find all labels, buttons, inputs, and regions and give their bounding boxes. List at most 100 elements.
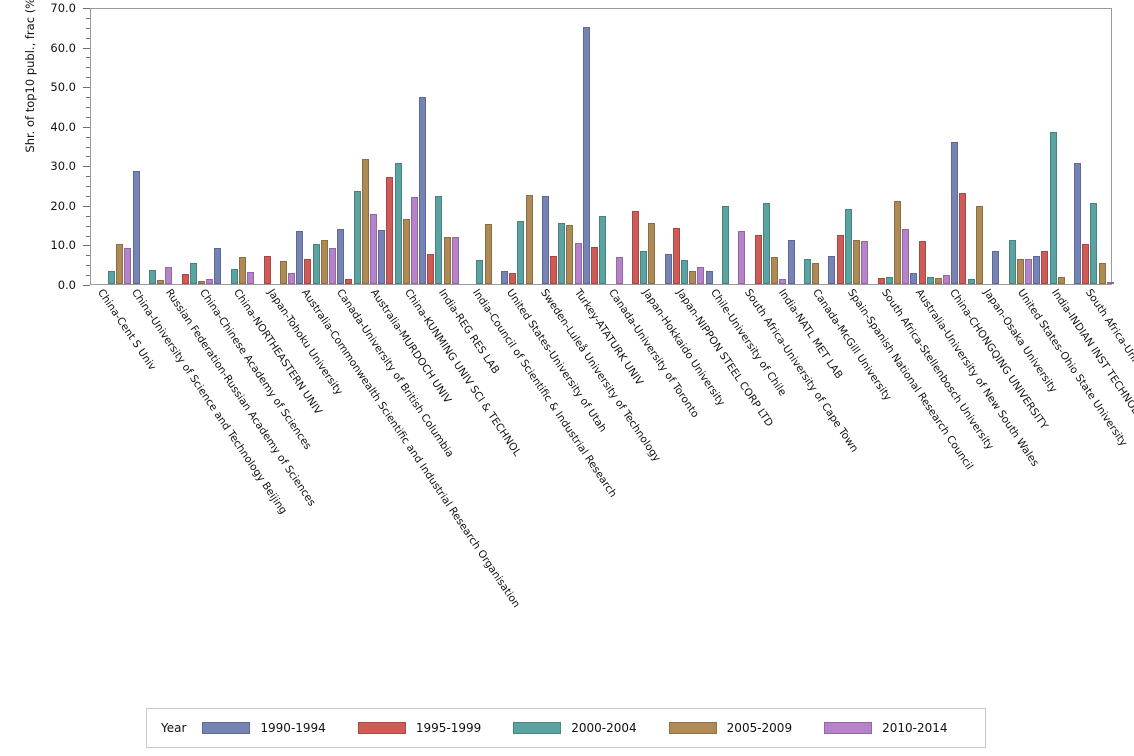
bar — [803, 259, 811, 284]
bar — [1016, 259, 1024, 284]
chart-legend: Year 1990-1994 1995-1999 2000-2004 2005-200… — [146, 708, 986, 748]
bar — [329, 248, 337, 284]
bar — [615, 257, 623, 284]
bar — [312, 244, 320, 284]
y-tick-mark — [86, 275, 90, 277]
bar — [959, 193, 967, 284]
legend-item[interactable]: 1995-1999 — [357, 721, 481, 735]
bar-group — [705, 9, 746, 284]
y-tick-mark — [86, 37, 90, 39]
bar-group — [173, 9, 214, 284]
legend-swatch — [202, 722, 251, 734]
bar — [419, 97, 427, 284]
bar-group — [296, 9, 337, 284]
bar — [476, 260, 484, 284]
bar-group — [132, 9, 173, 284]
bar — [771, 257, 779, 284]
y-tick-mark — [83, 245, 90, 247]
bar — [165, 267, 173, 284]
bar — [877, 277, 885, 284]
bar-group — [1033, 9, 1074, 284]
bar-group — [992, 9, 1033, 284]
legend-label: 1990-1994 — [260, 721, 326, 735]
bar — [566, 224, 574, 284]
y-tick-label: 40.0 — [50, 119, 76, 134]
bar — [1082, 243, 1090, 284]
y-tick-mark — [86, 195, 90, 197]
y-tick-mark — [86, 176, 90, 178]
bar — [214, 248, 222, 284]
bar — [672, 227, 680, 284]
legend-swatch — [513, 722, 562, 734]
bar — [500, 270, 508, 284]
y-tick-mark — [86, 186, 90, 188]
bar — [402, 218, 410, 284]
bar — [198, 280, 206, 284]
y-tick-mark — [86, 235, 90, 237]
legend-swatch — [824, 722, 873, 734]
bar — [943, 275, 951, 284]
bar — [1074, 163, 1082, 284]
y-tick-mark — [83, 205, 90, 207]
bar-group — [910, 9, 951, 284]
bar — [705, 270, 713, 284]
x-axis-labels: China-Cent S Univ China-University of Sci… — [90, 287, 1134, 707]
bar-groups — [91, 9, 1114, 284]
bar — [206, 279, 214, 284]
bar — [484, 223, 492, 284]
y-axis: 0.0 10.0 20.0 30.0 40.0 50.0 60.0 70.0 — [0, 0, 90, 293]
bar — [107, 270, 115, 284]
legend-item[interactable]: 2000-2004 — [513, 721, 637, 735]
legend-item[interactable]: 2005-2009 — [668, 721, 793, 735]
y-tick-mark — [86, 27, 90, 29]
bar — [386, 177, 394, 284]
bar — [1049, 131, 1057, 284]
bar-group — [541, 9, 582, 284]
legend-label: 2010-2014 — [882, 721, 948, 735]
bar — [361, 159, 369, 284]
legend-label: 2005-2009 — [726, 721, 793, 735]
bar — [353, 191, 361, 284]
legend-item[interactable]: 1990-1994 — [202, 721, 326, 735]
bar-group — [951, 9, 992, 284]
y-tick-label: 60.0 — [50, 40, 76, 55]
y-tick-label: 30.0 — [50, 159, 76, 174]
y-tick-mark — [86, 97, 90, 99]
legend-items: 1990-1994 1995-1999 2000-2004 2005-2009 2010… — [202, 721, 979, 735]
bar — [689, 271, 697, 284]
y-tick-mark — [83, 166, 90, 168]
x-tick-label: China-Cent S Univ — [95, 287, 159, 373]
bar-group — [500, 9, 541, 284]
bar — [681, 260, 689, 284]
bar — [124, 248, 132, 284]
bar — [157, 280, 165, 284]
bar — [1090, 202, 1098, 284]
bar-group — [1114, 9, 1134, 284]
bar — [967, 279, 975, 284]
bar-group — [419, 9, 460, 284]
bar — [427, 254, 435, 284]
y-tick-mark — [86, 17, 90, 19]
bar — [304, 259, 312, 284]
legend-title: Year — [161, 721, 187, 735]
y-tick-mark — [86, 136, 90, 138]
y-tick-mark — [83, 8, 90, 9]
bar — [574, 242, 582, 284]
bar — [345, 279, 353, 284]
x-tick-label: Spain-Spanish National Research Council — [844, 287, 975, 473]
bar — [1057, 276, 1065, 284]
y-tick-mark — [83, 126, 90, 128]
bar-group — [255, 9, 296, 284]
bar — [1098, 263, 1106, 284]
bar — [148, 270, 156, 284]
bar — [451, 236, 459, 284]
bar — [828, 256, 836, 284]
bar — [836, 234, 844, 284]
bar — [631, 210, 639, 284]
bar — [754, 235, 762, 284]
bar — [132, 171, 140, 284]
y-tick-mark — [83, 47, 90, 49]
bar — [247, 272, 255, 284]
legend-item[interactable]: 2010-2014 — [824, 721, 948, 735]
y-tick-label: 50.0 — [50, 80, 76, 95]
